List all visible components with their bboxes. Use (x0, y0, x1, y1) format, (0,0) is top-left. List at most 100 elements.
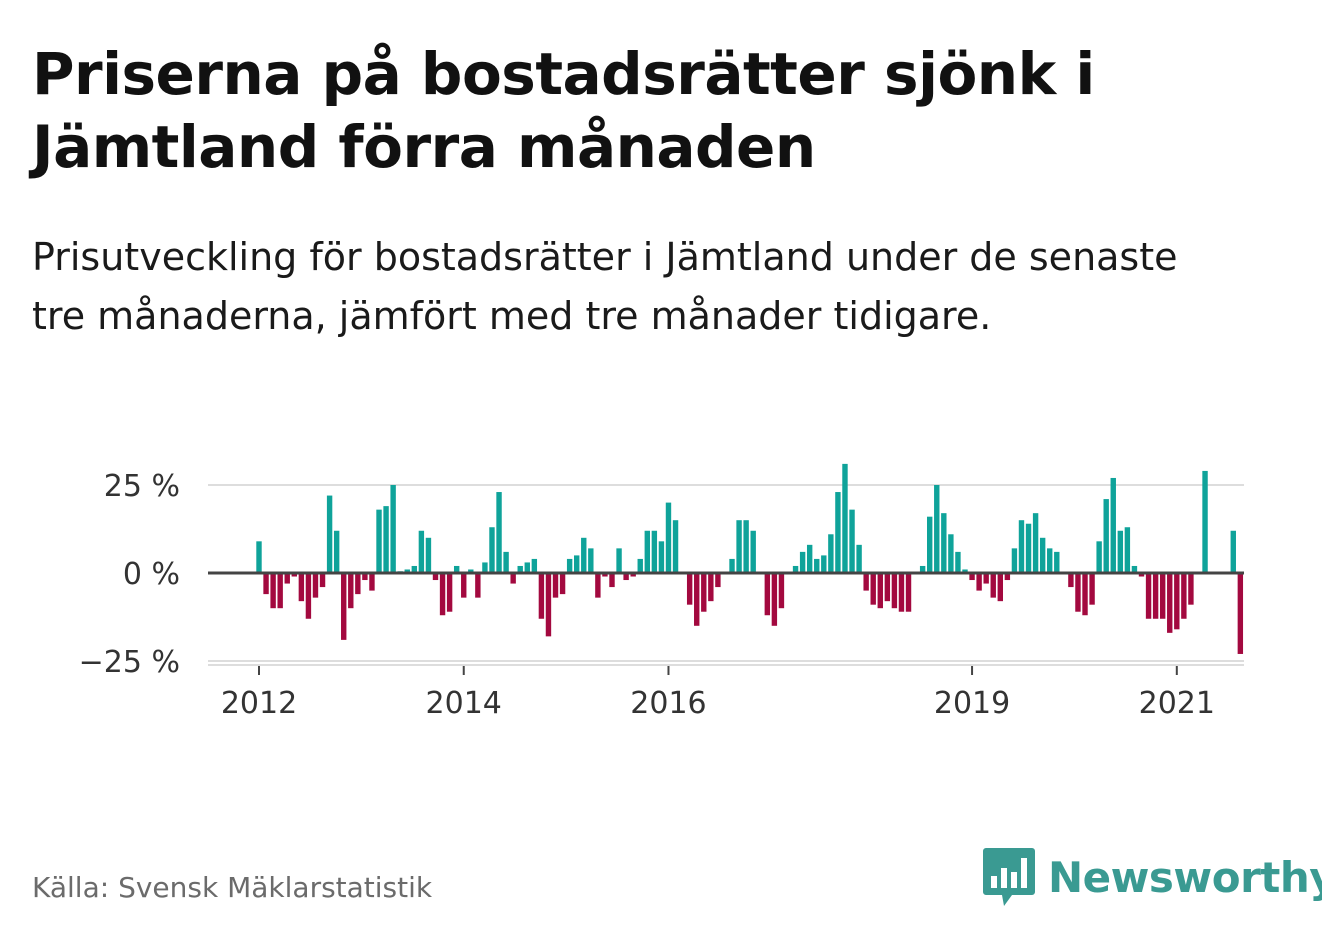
bar (566, 558, 573, 573)
bar (990, 573, 996, 598)
bar (694, 573, 700, 626)
bar (814, 558, 820, 573)
bar (453, 565, 460, 573)
bar (1110, 477, 1116, 573)
bar (489, 527, 495, 573)
bar (475, 573, 481, 598)
bar (581, 537, 587, 573)
bar (792, 565, 799, 573)
bar (1011, 548, 1018, 573)
x-tick-label: 2016 (630, 686, 706, 721)
bar (284, 573, 290, 584)
bar (799, 551, 806, 573)
bar (849, 509, 855, 573)
bar (1188, 573, 1194, 605)
bar (1145, 573, 1152, 619)
x-tick-label: 2014 (426, 686, 502, 721)
bar (651, 530, 658, 573)
bar-chart: 25 %0 %−25 %201220142016201920212023−23 … (79, 463, 1244, 721)
bar (828, 534, 834, 573)
bar (891, 573, 898, 609)
bar (574, 555, 580, 573)
bar (941, 513, 947, 573)
bar (1082, 573, 1088, 616)
bar (905, 573, 912, 612)
y-tick-label: 25 % (104, 469, 180, 504)
bar (298, 573, 305, 602)
bar (1054, 551, 1060, 573)
bar (1138, 573, 1145, 577)
bar (856, 544, 862, 573)
bar-chart-speech-bubble-icon (983, 848, 1035, 906)
bar (764, 573, 771, 616)
bar (821, 555, 827, 573)
x-tick-label: 2012 (221, 686, 297, 721)
bar (609, 573, 615, 588)
bar (1230, 530, 1236, 573)
bar (1237, 573, 1244, 654)
bar (1025, 523, 1032, 573)
bar (715, 573, 721, 588)
bar (658, 541, 665, 573)
bar (976, 573, 982, 591)
brand-name: Newsworthy (1048, 852, 1322, 902)
bar (898, 573, 905, 612)
bar (595, 573, 601, 598)
bar (432, 573, 439, 581)
bar (1096, 541, 1102, 573)
bar (771, 573, 778, 626)
bar (736, 520, 742, 573)
bar (919, 565, 926, 573)
bar (559, 573, 566, 595)
bar (1032, 513, 1039, 573)
bar (1202, 470, 1208, 573)
bar (644, 530, 650, 573)
bar (623, 573, 629, 581)
bar (969, 573, 975, 581)
bar (588, 548, 594, 573)
bar (778, 573, 785, 609)
bar (341, 573, 347, 640)
bar (418, 530, 425, 573)
bar (305, 573, 312, 619)
bar (997, 573, 1003, 602)
bar (524, 562, 530, 573)
bar (884, 573, 891, 602)
bar (686, 573, 693, 605)
bar (1131, 565, 1138, 573)
bar (348, 573, 354, 609)
bar (1124, 527, 1131, 573)
bar (291, 573, 297, 577)
bar (531, 558, 538, 573)
bar (319, 573, 326, 588)
bar (270, 573, 276, 609)
bar (842, 463, 848, 573)
bar (1068, 573, 1074, 588)
bar (835, 492, 841, 573)
bar (955, 551, 961, 573)
bar (1018, 520, 1025, 573)
bar (1047, 548, 1053, 573)
bar (708, 573, 714, 602)
bar (538, 573, 545, 619)
bar (1075, 573, 1081, 612)
bar (425, 537, 432, 573)
bar (1089, 573, 1095, 605)
bar (446, 573, 453, 612)
bar (743, 520, 749, 573)
bar (333, 530, 340, 573)
bar (482, 562, 488, 573)
bar (496, 492, 502, 573)
bar (672, 520, 679, 573)
bar (510, 573, 516, 584)
bar (1152, 573, 1159, 619)
bar (312, 573, 319, 598)
bar (701, 573, 707, 612)
bar (517, 565, 523, 573)
bar (439, 573, 446, 616)
bar (750, 530, 756, 573)
bar (552, 573, 559, 598)
bar (934, 485, 940, 573)
bar (390, 485, 396, 573)
bar (1004, 573, 1011, 581)
